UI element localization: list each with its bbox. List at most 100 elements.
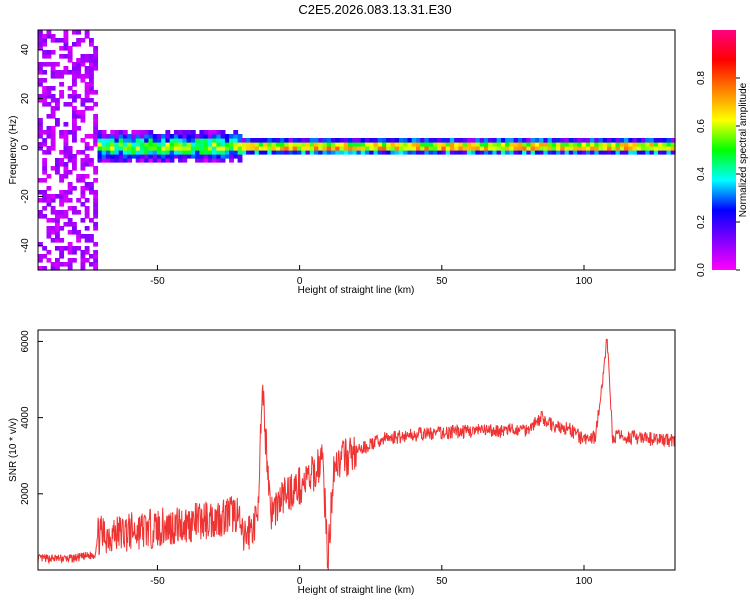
heatmap-cell <box>263 142 268 147</box>
heatmap-cell <box>84 258 90 263</box>
heatmap-cell <box>492 142 498 147</box>
heatmap-cell <box>38 266 43 271</box>
heatmap-cell <box>458 150 464 155</box>
heatmap-cell <box>483 138 489 143</box>
heatmap-cell <box>178 154 183 159</box>
heatmap-cell <box>203 146 209 151</box>
heatmap-cell <box>352 146 358 151</box>
heatmap-cell <box>335 142 341 147</box>
heatmap-cell <box>590 150 595 155</box>
heatmap-cell <box>534 142 540 147</box>
heatmap-cell <box>67 186 73 191</box>
heatmap-cell <box>55 266 60 271</box>
heatmap-cell <box>131 150 137 155</box>
heatmap-cell <box>101 134 107 139</box>
heatmap-cell <box>84 66 90 71</box>
heatmap-cell <box>50 218 56 223</box>
heatmap-cell <box>594 150 600 155</box>
heatmap-cell <box>38 146 43 151</box>
spectrogram-y-ticks: -40 -20 0 20 40 <box>20 44 43 253</box>
heatmap-cell <box>645 138 651 143</box>
heatmap-cell <box>139 138 145 143</box>
heatmap-cell <box>483 146 489 151</box>
heatmap-cell <box>407 142 413 147</box>
heatmap-cell <box>373 150 379 155</box>
x-tick-label: 0 <box>297 276 303 287</box>
heatmap-cell <box>212 130 217 135</box>
heatmap-cell <box>403 150 409 155</box>
heatmap-cell <box>173 142 179 147</box>
heatmap-cell <box>424 150 430 155</box>
heatmap-cell <box>199 158 205 163</box>
heatmap-cell <box>72 246 77 251</box>
heatmap-cell <box>373 138 379 143</box>
heatmap-cell <box>220 154 226 159</box>
heatmap-cell <box>195 146 200 151</box>
heatmap-cell <box>169 138 175 143</box>
heatmap-cell <box>67 86 73 91</box>
heatmap-cell <box>411 142 417 147</box>
heatmap-cell <box>517 146 523 151</box>
heatmap-cell <box>118 134 124 139</box>
heatmap-cell <box>462 150 468 155</box>
heatmap-cell <box>509 142 515 147</box>
heatmap-cell <box>63 170 69 175</box>
heatmap-cell <box>93 130 99 135</box>
heatmap-cell <box>496 146 502 151</box>
heatmap-cell <box>297 142 302 147</box>
heatmap-cell <box>573 146 578 151</box>
heatmap-cell <box>534 146 540 151</box>
heatmap-cell <box>110 158 116 163</box>
heatmap-cell <box>80 38 86 43</box>
y-tick-label: 6000 <box>20 330 31 353</box>
heatmap-cell <box>80 194 86 199</box>
heatmap-cell <box>500 150 506 155</box>
heatmap-cell <box>89 234 94 239</box>
heatmap-cell <box>72 134 77 139</box>
heatmap-cell <box>216 134 222 139</box>
heatmap-cell <box>564 146 570 151</box>
heatmap-cell <box>144 146 150 151</box>
heatmap-cell <box>169 146 175 151</box>
heatmap-cell <box>38 254 43 259</box>
heatmap-cell <box>148 150 154 155</box>
heatmap-cell <box>152 150 158 155</box>
heatmap-cell <box>182 154 188 159</box>
heatmap-cell <box>479 150 485 155</box>
heatmap-cell <box>318 138 324 143</box>
heatmap-cell <box>373 146 379 151</box>
heatmap-cell <box>267 146 273 151</box>
heatmap-cell <box>449 138 455 143</box>
heatmap-cell <box>67 158 73 163</box>
heatmap-cell <box>636 142 642 147</box>
heatmap-cell <box>76 114 82 119</box>
heatmap-cell <box>72 30 77 35</box>
heatmap-cell <box>67 170 73 175</box>
heatmap-cell <box>399 138 404 143</box>
colorbar-tick-label: 0.2 <box>696 215 707 229</box>
heatmap-cell <box>59 202 65 207</box>
heatmap-cell <box>530 138 536 143</box>
heatmap-cell <box>343 142 349 147</box>
heatmap-cell <box>458 142 464 147</box>
heatmap-cell <box>386 138 392 143</box>
heatmap-cell <box>38 46 43 51</box>
heatmap-cell <box>619 142 625 147</box>
heatmap-cell <box>135 130 141 135</box>
heatmap-cell <box>407 150 413 155</box>
heatmap-cell <box>84 158 90 163</box>
heatmap-cell <box>42 190 48 195</box>
heatmap-cell <box>178 134 183 139</box>
heatmap-cell <box>67 230 73 235</box>
heatmap-cell <box>297 146 302 151</box>
heatmap-cell <box>84 86 90 91</box>
heatmap-cell <box>275 150 281 155</box>
heatmap-cell <box>496 150 502 155</box>
heatmap-cell <box>607 138 612 143</box>
heatmap-cell <box>653 142 659 147</box>
colorbar-tick-label: 0.0 <box>696 263 707 277</box>
heatmap-cell <box>55 102 60 107</box>
heatmap-cell <box>297 150 302 155</box>
heatmap-cell <box>386 150 392 155</box>
heatmap-cell <box>114 134 120 139</box>
